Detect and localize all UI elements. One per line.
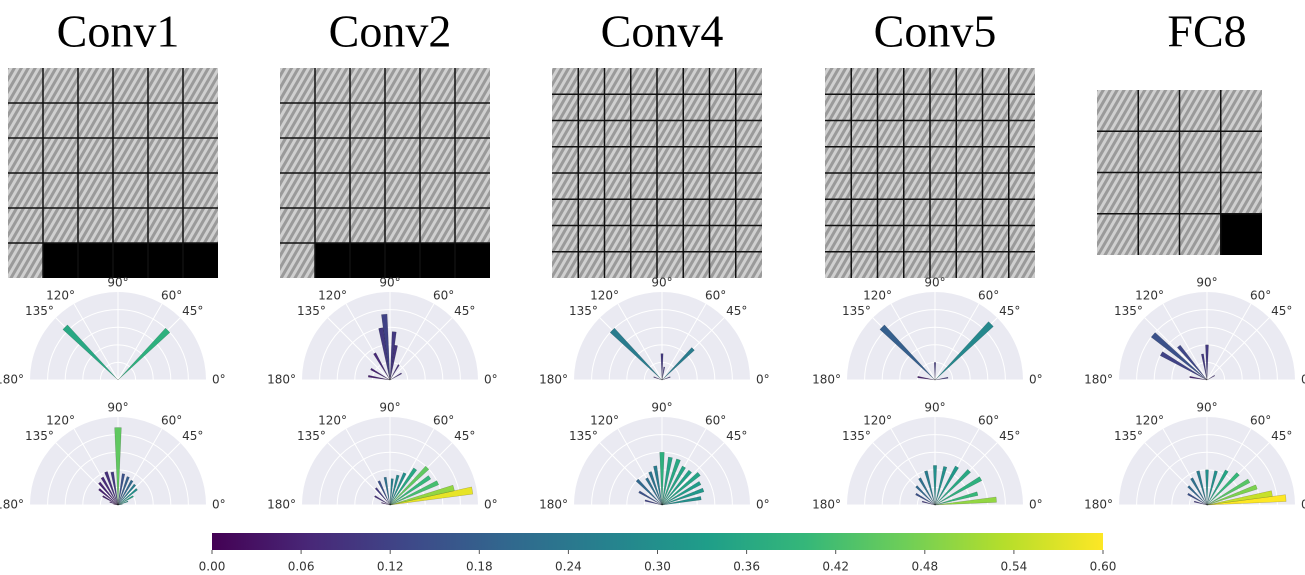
theta-tick-label: 45° bbox=[454, 429, 475, 443]
theta-tick-label: 90° bbox=[651, 401, 672, 415]
theta-tick-label: 120° bbox=[863, 288, 892, 302]
theta-tick-label: 60° bbox=[1250, 288, 1271, 302]
empty-cells bbox=[43, 243, 218, 278]
theta-tick-label: 135° bbox=[569, 304, 598, 318]
theta-tick-label: 45° bbox=[1271, 429, 1292, 443]
colorbar-tick-label: 0.24 bbox=[555, 560, 582, 574]
theta-tick-label: 90° bbox=[1196, 276, 1217, 290]
theta-tick-label: 60° bbox=[433, 413, 454, 427]
theta-tick-label: 45° bbox=[999, 429, 1020, 443]
colorbar-tick-label: 0.18 bbox=[466, 560, 493, 574]
theta-tick-label: 135° bbox=[297, 429, 326, 443]
theta-tick-label: 90° bbox=[379, 401, 400, 415]
theta-tick-label: 135° bbox=[1114, 304, 1143, 318]
theta-tick-label: 120° bbox=[318, 413, 347, 427]
theta-tick-label: 60° bbox=[161, 413, 182, 427]
colorbar-tick-label: 0.06 bbox=[288, 560, 315, 574]
theta-tick-label: 90° bbox=[107, 401, 128, 415]
theta-tick-label: 45° bbox=[182, 429, 203, 443]
theta-tick-label: 135° bbox=[25, 429, 54, 443]
theta-tick-label: 45° bbox=[726, 429, 747, 443]
theta-tick-label: 60° bbox=[433, 288, 454, 302]
theta-tick-label: 120° bbox=[46, 288, 75, 302]
panel-title: FC8 bbox=[1167, 6, 1246, 57]
theta-tick-label: 120° bbox=[590, 288, 619, 302]
panel-title: Conv1 bbox=[57, 6, 180, 57]
theta-tick-label: 120° bbox=[46, 413, 75, 427]
theta-tick-label: 0° bbox=[1301, 498, 1305, 512]
theta-tick-label: 180° bbox=[0, 373, 24, 387]
colorbar bbox=[212, 533, 1103, 550]
theta-tick-label: 135° bbox=[297, 304, 326, 318]
theta-tick-label: 180° bbox=[812, 373, 841, 387]
panel-title: Conv2 bbox=[329, 6, 452, 57]
colorbar-tick-label: 0.60 bbox=[1090, 560, 1117, 574]
theta-tick-label: 180° bbox=[539, 373, 568, 387]
colorbar-tick-label: 0.36 bbox=[733, 560, 760, 574]
theta-tick-label: 60° bbox=[161, 288, 182, 302]
theta-tick-label: 120° bbox=[863, 413, 892, 427]
theta-tick-label: 135° bbox=[569, 429, 598, 443]
theta-tick-label: 90° bbox=[107, 276, 128, 290]
theta-tick-label: 135° bbox=[842, 429, 871, 443]
theta-tick-label: 120° bbox=[318, 288, 347, 302]
colorbar-tick-label: 0.30 bbox=[644, 560, 671, 574]
theta-tick-label: 60° bbox=[1250, 413, 1271, 427]
theta-tick-label: 0° bbox=[1029, 498, 1043, 512]
panel-title: Conv4 bbox=[601, 6, 724, 57]
theta-tick-label: 0° bbox=[1301, 373, 1305, 387]
theta-tick-label: 45° bbox=[454, 304, 475, 318]
colorbar-tick-label: 0.54 bbox=[1001, 560, 1028, 574]
theta-tick-label: 45° bbox=[999, 304, 1020, 318]
theta-tick-label: 0° bbox=[1029, 373, 1043, 387]
empty-cells bbox=[1221, 214, 1262, 255]
theta-tick-label: 90° bbox=[924, 401, 945, 415]
theta-tick-label: 180° bbox=[812, 498, 841, 512]
theta-tick-label: 180° bbox=[267, 498, 296, 512]
theta-tick-label: 90° bbox=[1196, 401, 1217, 415]
theta-tick-label: 180° bbox=[1084, 498, 1113, 512]
panel-title: Conv5 bbox=[874, 6, 997, 57]
theta-tick-label: 60° bbox=[705, 288, 726, 302]
theta-tick-label: 120° bbox=[1135, 413, 1164, 427]
colorbar-tick-label: 0.48 bbox=[911, 560, 938, 574]
theta-tick-label: 180° bbox=[0, 498, 24, 512]
theta-tick-label: 0° bbox=[484, 373, 498, 387]
theta-tick-label: 45° bbox=[182, 304, 203, 318]
theta-tick-label: 60° bbox=[705, 413, 726, 427]
theta-tick-label: 180° bbox=[539, 498, 568, 512]
theta-tick-label: 0° bbox=[756, 498, 770, 512]
theta-tick-label: 0° bbox=[212, 373, 226, 387]
theta-tick-label: 135° bbox=[25, 304, 54, 318]
colorbar-tick-label: 0.12 bbox=[377, 560, 404, 574]
theta-tick-label: 90° bbox=[651, 276, 672, 290]
theta-tick-label: 45° bbox=[1271, 304, 1292, 318]
theta-tick-label: 120° bbox=[1135, 288, 1164, 302]
theta-tick-label: 90° bbox=[379, 276, 400, 290]
theta-tick-label: 180° bbox=[1084, 373, 1113, 387]
theta-tick-label: 135° bbox=[1114, 429, 1143, 443]
colorbar-tick-label: 0.00 bbox=[199, 560, 226, 574]
theta-tick-label: 0° bbox=[484, 498, 498, 512]
empty-cells bbox=[315, 243, 490, 278]
theta-tick-label: 60° bbox=[978, 413, 999, 427]
colorbar-tick-label: 0.42 bbox=[822, 560, 849, 574]
figure: Conv10°45°60°90°120°135°180°0°45°60°90°1… bbox=[0, 0, 1305, 575]
theta-tick-label: 180° bbox=[267, 373, 296, 387]
theta-tick-label: 135° bbox=[842, 304, 871, 318]
theta-tick-label: 60° bbox=[978, 288, 999, 302]
theta-tick-label: 45° bbox=[726, 304, 747, 318]
theta-tick-label: 0° bbox=[212, 498, 226, 512]
theta-tick-label: 90° bbox=[924, 276, 945, 290]
theta-tick-label: 120° bbox=[590, 413, 619, 427]
theta-tick-label: 0° bbox=[756, 373, 770, 387]
